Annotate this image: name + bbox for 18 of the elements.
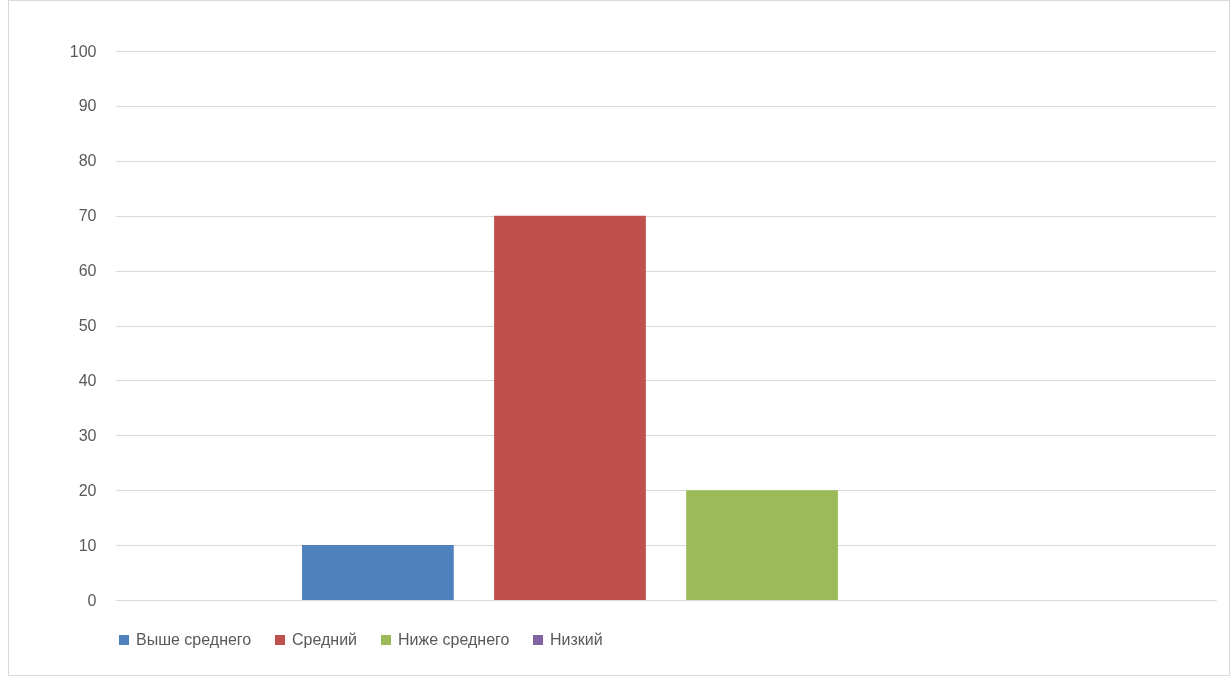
y-tick-label: 30 [78, 426, 97, 444]
legend-label: Низкий [550, 631, 603, 648]
y-tick-label: 20 [78, 481, 97, 499]
y-tick-label: 60 [78, 262, 97, 280]
y-tick-label: 0 [87, 591, 97, 609]
bar [494, 215, 646, 600]
bar [302, 545, 454, 600]
y-tick-label: 50 [78, 317, 97, 334]
legend-label: Ниже среднего [398, 631, 510, 648]
bar [686, 490, 838, 600]
y-tick-label: 90 [78, 97, 97, 115]
y-tick-label: 80 [78, 152, 97, 170]
y-tick-label: 40 [78, 371, 97, 389]
y-tick-label: 10 [78, 536, 97, 554]
legend-label: Выше среднего [136, 631, 252, 648]
y-tick-label: 100 [69, 42, 97, 60]
y-tick-label: 70 [78, 207, 97, 225]
legend-label: Средний [292, 631, 358, 648]
